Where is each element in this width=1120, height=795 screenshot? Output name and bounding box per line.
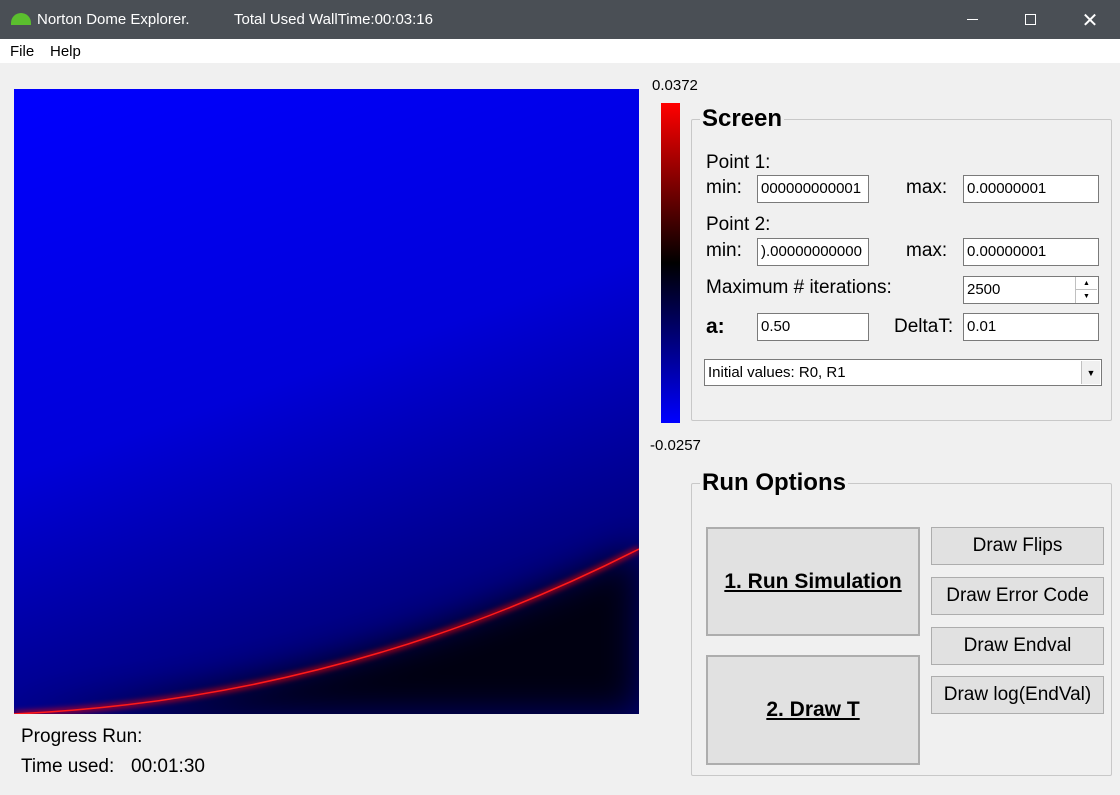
point1-min-label: min: [706,177,742,198]
initial-values-selected: Initial values: R0, R1 [708,364,846,381]
maximize-button[interactable] [1001,0,1059,39]
colorbar [661,103,680,423]
title-bar: Norton Dome Explorer. Total Used WallTim… [0,0,1120,39]
app-title: Norton Dome Explorer. [37,11,190,28]
iterations-input[interactable]: 2500 [963,276,1099,304]
plot-image [14,89,639,714]
point1-min-input[interactable]: 000000000001 [757,175,869,203]
colorbar-min-label: -0.0257 [650,437,701,454]
progress-run-label: Progress Run: [21,726,143,747]
app-icon [11,13,31,25]
minimize-button[interactable] [943,0,1001,39]
draw-error-code-button[interactable]: Draw Error Code [931,577,1104,615]
point2-label: Point 2: [706,214,771,235]
a-input[interactable]: 0.50 [757,313,869,341]
chevron-down-icon[interactable]: ▼ [1081,361,1100,384]
walltime-label: Total Used WallTime:00:03:16 [234,11,433,28]
iterations-stepper[interactable]: ▲ ▼ [1075,277,1097,303]
point1-max-label: max: [906,177,948,198]
minimize-icon [966,19,978,20]
point2-min-input[interactable]: ).00000000000 [757,238,869,266]
point2-max-label: max: [906,240,948,261]
spin-up-icon[interactable]: ▲ [1076,277,1097,290]
deltat-label: DeltaT: [894,316,954,337]
a-label: a: [706,315,725,338]
draw-flips-button[interactable]: Draw Flips [931,527,1104,565]
iterations-label: Maximum # iterations: [706,277,892,298]
maximize-icon [1024,14,1036,25]
deltat-input[interactable]: 0.01 [963,313,1099,341]
spin-down-icon[interactable]: ▼ [1083,293,1090,300]
initial-values-select[interactable]: Initial values: R0, R1 ▼ [704,359,1102,386]
draw-t-button[interactable]: 2. Draw T [706,655,920,765]
menu-file[interactable]: File [10,43,35,60]
menu-help[interactable]: Help [50,43,81,60]
close-button[interactable]: ✕ [1061,0,1119,39]
menu-bar: File Help [0,39,1120,63]
run-options-title: Run Options [700,469,848,497]
close-icon: ✕ [1081,7,1099,32]
screen-group [691,119,1112,421]
colorbar-max-label: 0.0372 [652,77,698,94]
point1-max-input[interactable]: 0.00000001 [963,175,1099,203]
point2-min-label: min: [706,240,742,261]
time-used-value: 00:01:30 [131,756,205,777]
time-used-label: Time used: [21,756,115,777]
draw-log-endval-button[interactable]: Draw log(EndVal) [931,676,1104,714]
plot-canvas[interactable] [14,89,639,714]
run-simulation-button[interactable]: 1. Run Simulation [706,527,920,636]
draw-endval-button[interactable]: Draw Endval [931,627,1104,665]
run-options-group [691,483,1112,776]
point2-max-input[interactable]: 0.00000001 [963,238,1099,266]
screen-group-title: Screen [700,105,785,133]
point1-label: Point 1: [706,152,771,173]
